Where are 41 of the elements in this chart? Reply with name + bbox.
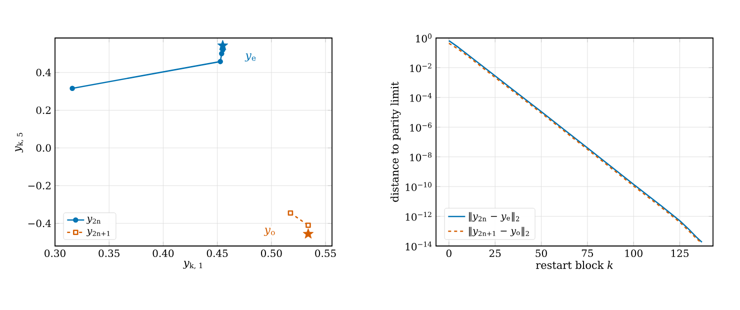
- point: [306, 222, 311, 228]
- y-tick-label: −0.2: [28, 182, 51, 190]
- point: [217, 40, 228, 50]
- y-tick-label: 0.0: [36, 144, 51, 152]
- y-tick-label: 10$^{−12}$: [406, 212, 432, 221]
- x-tick-label: 125: [671, 250, 689, 258]
- x-tick-label: 0.30: [44, 250, 66, 258]
- x-tick-label: 75: [582, 250, 594, 257]
- x-tick-label: 0: [446, 250, 452, 258]
- x-tick-label: 0.40: [152, 250, 174, 258]
- y-tick-label: 10$^{−8}$: [410, 152, 432, 162]
- y-tick-label: 10$^{−10}$: [406, 182, 432, 192]
- legend-label: y$_{2n+1}$: [86, 229, 110, 236]
- y-tick-label: 10$^{0}$: [416, 34, 432, 42]
- y-tick-label: 10$^{−6}$: [410, 122, 432, 132]
- y-tick-label: −0.4: [28, 220, 51, 228]
- x-tick-label: 0.50: [260, 250, 282, 258]
- y-axis-title: y$_{k, 5}$: [15, 132, 24, 153]
- point: [288, 210, 294, 216]
- legend-label: ‖y$_{2n}$ − y$_{e}$‖$_{2}$: [469, 212, 520, 222]
- x-tick-label: 0.35: [98, 250, 120, 258]
- annotation: y$_{o}$: [264, 228, 275, 236]
- y-tick-label: 10$^{−2}$: [410, 63, 432, 72]
- x-tick-label: 0.45: [206, 250, 228, 258]
- x-axis-title: restart block k: [536, 260, 613, 269]
- y-tick-label: 0.2: [36, 106, 51, 114]
- x-tick-label: 25: [489, 250, 501, 258]
- point: [70, 86, 75, 91]
- y-axis-title: distance to parity limit: [390, 82, 401, 202]
- legend-label: y$_{2n}$: [86, 216, 101, 224]
- x-tick-label: 0.55: [315, 250, 336, 258]
- x-tick-label: 100: [625, 250, 642, 258]
- point: [302, 228, 314, 239]
- x-axis-title: y$_{k, 1}$: [182, 260, 202, 270]
- x-tick-label: 50: [536, 250, 547, 258]
- legend-label: ‖y$_{2n+1}$ − y$_{o}$‖$_{2}$: [469, 226, 529, 236]
- y-tick-label: 0.4: [36, 68, 51, 76]
- y-tick-label: 10$^{−4}$: [410, 92, 432, 102]
- y-tick-label: 10$^{−14}$: [406, 242, 432, 250]
- point: [218, 58, 223, 64]
- annotation: y$_{e}$: [244, 53, 256, 62]
